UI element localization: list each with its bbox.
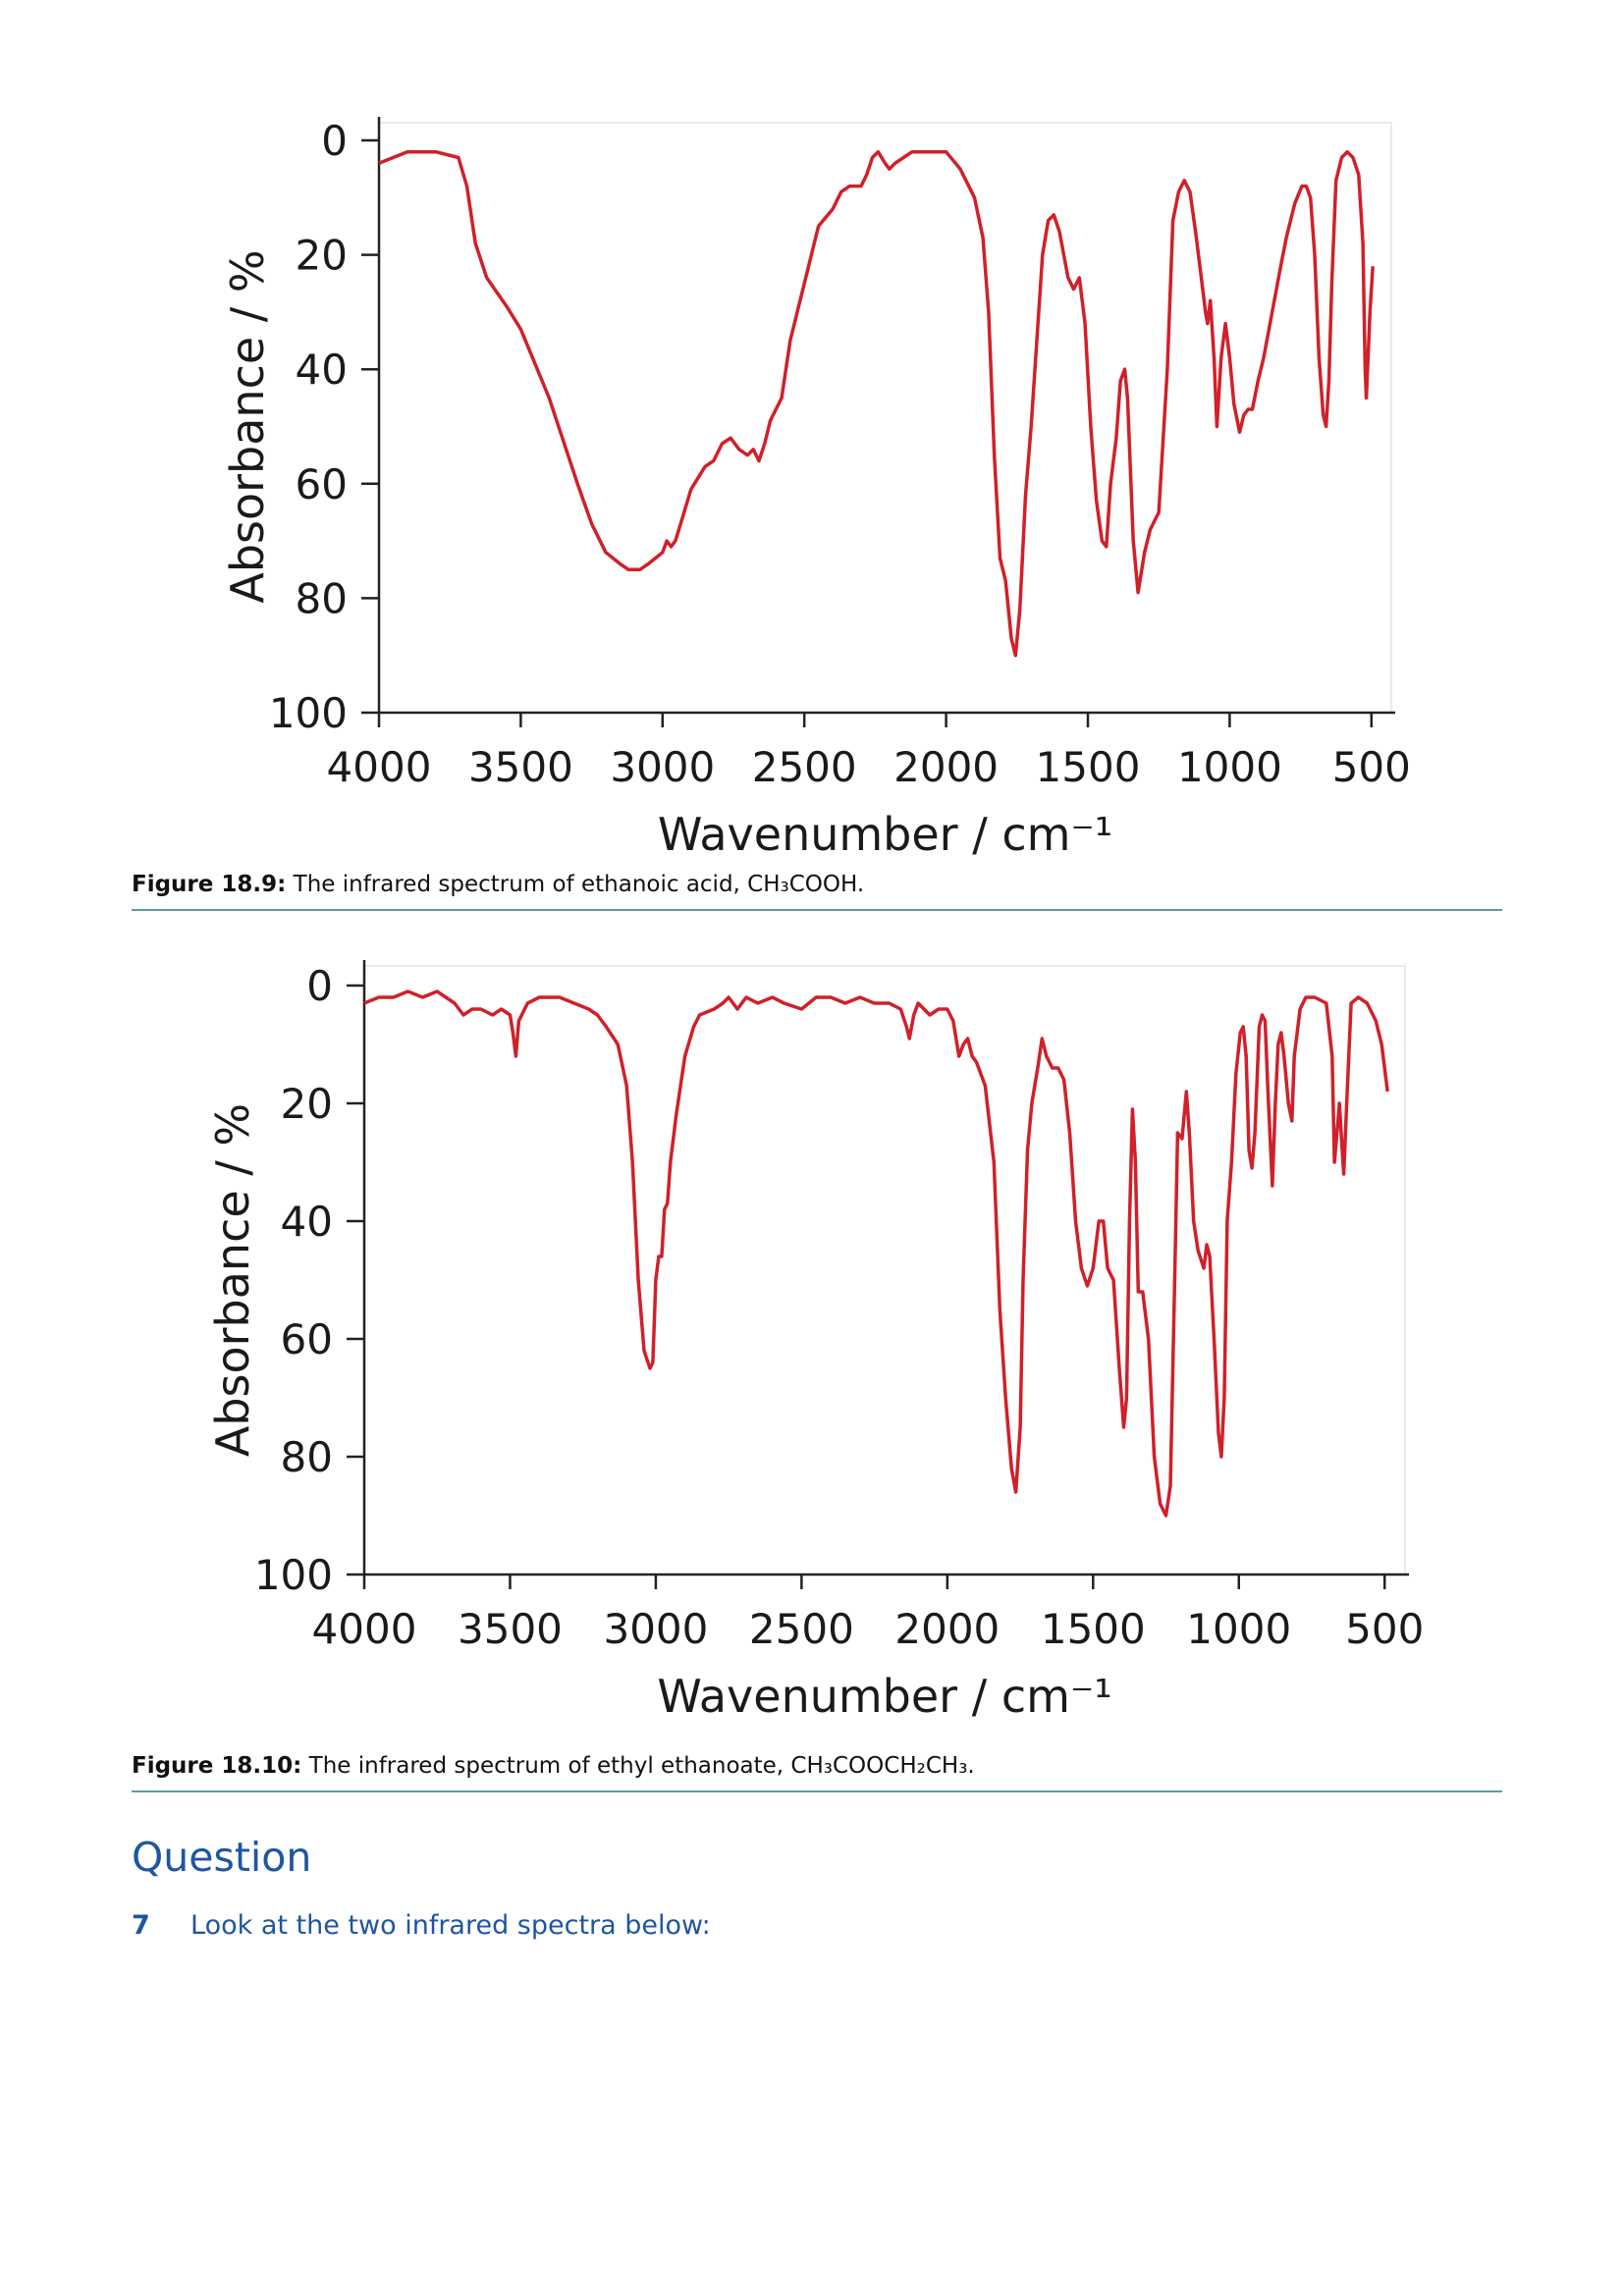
y-tick-label: 80 xyxy=(296,574,348,622)
figure-label: Figure 18.9: xyxy=(132,872,287,897)
caption-text: The infrared spectrum of ethyl ethanoate… xyxy=(308,1753,975,1779)
figure-caption: Figure 18.10: The infrared spectrum of e… xyxy=(132,1753,1502,1792)
x-axis-title: Wavenumber / cm⁻¹ xyxy=(657,1670,1111,1723)
chart: 0 20 40 60 80 100 4000 3500 3000 2500 2000 1500 1000… xyxy=(206,960,1424,1723)
x-axis-title: Wavenumber / cm⁻¹ xyxy=(658,808,1112,861)
figure-label: Figure 18.10: xyxy=(132,1753,302,1779)
x-tick-label: 1500 xyxy=(1041,1605,1146,1653)
y-tick-label: 20 xyxy=(296,232,348,280)
plot-frame xyxy=(378,122,1392,714)
y-axis-title: Absorbance / % xyxy=(221,249,274,603)
y-axis-title: Absorbance / % xyxy=(206,1103,259,1457)
x-tick-label: 500 xyxy=(1345,1605,1424,1653)
y-tick-label: 60 xyxy=(281,1315,333,1363)
x-tick-label: 2500 xyxy=(749,1605,854,1653)
spectrum-line xyxy=(378,149,1375,658)
x-tick-label: 1500 xyxy=(1036,743,1141,791)
x-tick-label: 3000 xyxy=(610,743,715,791)
y-tick-label: 0 xyxy=(321,117,348,165)
question-number: 7 xyxy=(132,1910,150,1941)
x-tick-label: 2500 xyxy=(752,743,857,791)
y-tick-label: 100 xyxy=(254,1551,333,1599)
y-tick-label: 40 xyxy=(296,346,348,394)
chart: 0 20 40 60 80 100 4000 3500 3000 2500 2000 1500 1000… xyxy=(221,117,1411,861)
y-tick-label: 0 xyxy=(306,962,333,1010)
x-tick-label: 500 xyxy=(1332,743,1411,791)
x-tick-label: 3000 xyxy=(603,1605,708,1653)
x-tick-label: 4000 xyxy=(312,1605,417,1653)
figure-caption: Figure 18.9: The infrared spectrum of et… xyxy=(132,872,1502,911)
question-text: Look at the two infrared spectra below: xyxy=(190,1910,711,1941)
y-tick-label: 100 xyxy=(269,689,348,737)
y-tick-label: 60 xyxy=(296,460,348,508)
x-tick-label: 2000 xyxy=(894,1605,1000,1653)
y-tick-label: 20 xyxy=(281,1080,333,1128)
x-tick-label: 1000 xyxy=(1177,743,1282,791)
spectrum-line xyxy=(363,989,1389,1518)
plot-frame xyxy=(363,965,1406,1575)
x-tick-label: 3500 xyxy=(458,1605,563,1653)
y-tick-label: 40 xyxy=(281,1198,333,1246)
section-heading: Question xyxy=(132,1834,312,1881)
x-tick-label: 4000 xyxy=(327,743,432,791)
y-tick-label: 80 xyxy=(281,1433,333,1481)
x-tick-label: 2000 xyxy=(893,743,999,791)
x-tick-label: 1000 xyxy=(1186,1605,1291,1653)
caption-text: The infrared spectrum of ethanoic acid, … xyxy=(293,872,865,897)
x-tick-label: 3500 xyxy=(468,743,573,791)
